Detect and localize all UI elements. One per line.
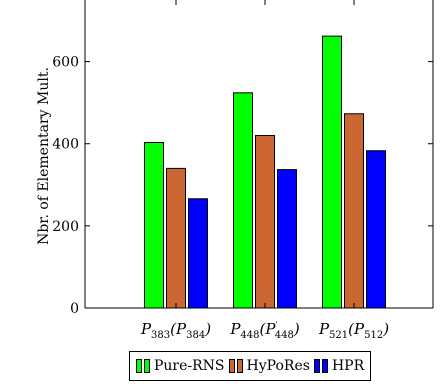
y-tick-label-200: 200 — [52, 219, 79, 235]
bar-hypores-2 — [255, 135, 275, 309]
bar-pure-rns-2 — [233, 92, 253, 309]
y-ticks-group: 0 200 400 600 — [52, 55, 433, 317]
legend-entry-pure-rns: Pure-RNS — [136, 358, 225, 374]
bar-hypores-3 — [344, 113, 364, 309]
legend-swatch — [321, 359, 328, 373]
bars-group — [144, 35, 386, 309]
x-labels-group: P383(P384) P448(P′ 448) P521(P512) — [140, 320, 389, 341]
legend-swatch — [236, 359, 243, 373]
bar-hpr-3 — [366, 150, 386, 309]
legend-swatch — [313, 359, 320, 373]
legend-entry-hypores: HyPoRes — [228, 358, 310, 374]
legend-swatch — [136, 359, 142, 373]
x-tick-label-2: P448(P′ 448) — [229, 320, 300, 341]
bar-pure-rns-1 — [144, 142, 164, 309]
bar-hypores-1 — [166, 167, 186, 309]
bar-hpr-1 — [188, 198, 208, 309]
x-tick-label-1: P383(P384) — [140, 320, 211, 341]
y-tick-label-0: 0 — [70, 301, 79, 317]
bar-pure-rns-3 — [322, 35, 342, 309]
legend-swatch — [144, 359, 150, 373]
axes-group — [84, 0, 434, 309]
legend-swatch — [228, 359, 235, 373]
legend-label: HPR — [331, 358, 365, 374]
x-tick-label-3: P521(P512) — [318, 320, 389, 341]
y-tick-label-600: 600 — [52, 55, 79, 71]
legend-label: HyPoRes — [246, 358, 310, 374]
legend: Pure-RNS HyPoRes HPR — [129, 351, 372, 381]
y-tick-label-400: 400 — [52, 137, 79, 153]
legend-entry-hpr: HPR — [313, 358, 365, 374]
legend-label: Pure-RNS — [154, 358, 225, 374]
y-axis-label: Nbr. of Elementary Mult. — [36, 67, 52, 245]
bar-hpr-2 — [277, 169, 297, 309]
